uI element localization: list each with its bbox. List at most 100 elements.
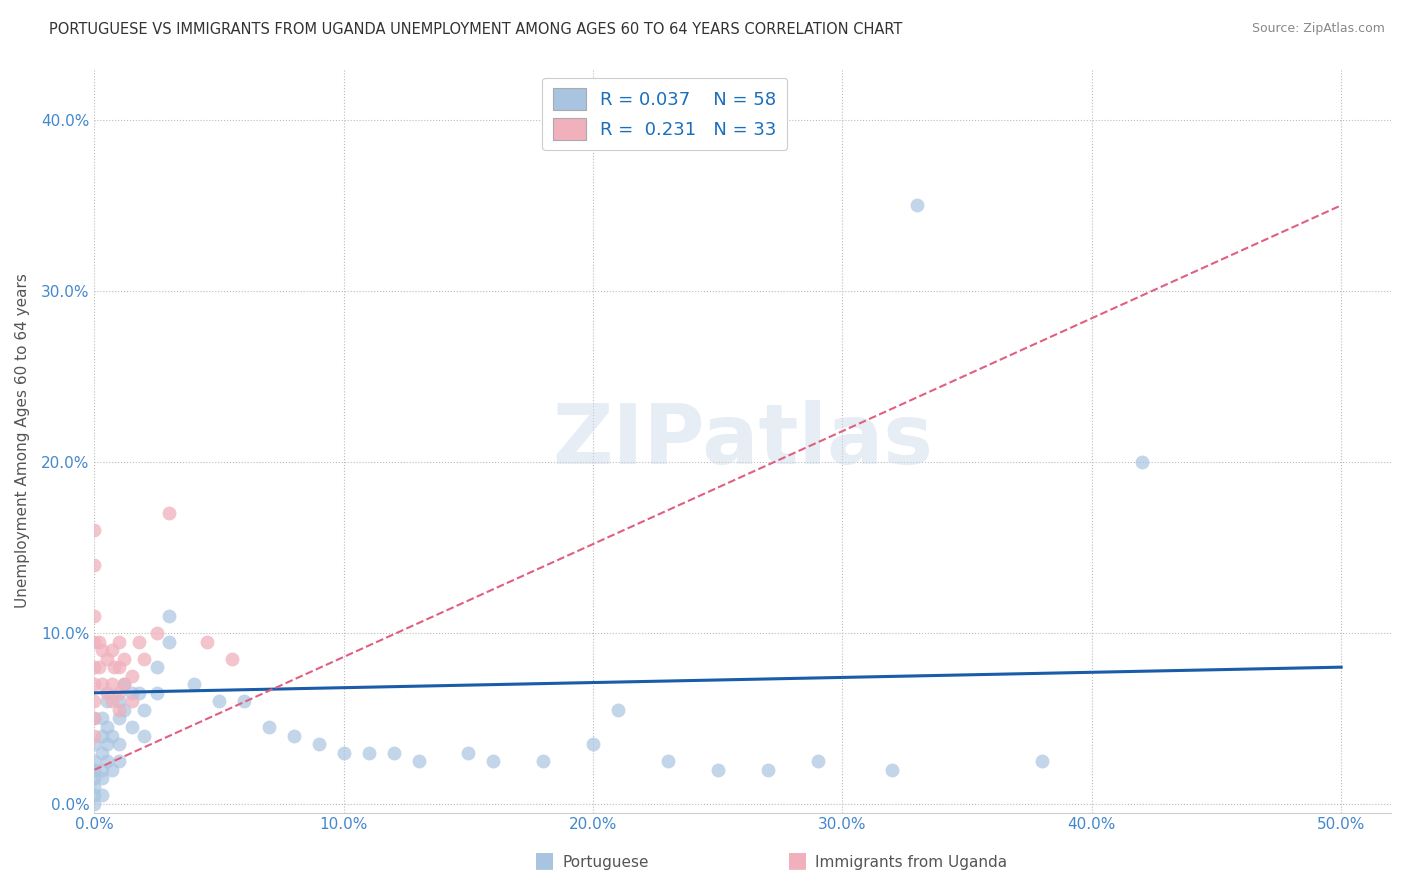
Point — [221, 651, 243, 665]
Point — [905, 198, 928, 212]
Point — [83, 524, 105, 538]
Point — [257, 720, 280, 734]
Point — [91, 772, 114, 786]
Point — [121, 686, 143, 700]
Point — [96, 737, 118, 751]
Point — [283, 729, 305, 743]
Point — [101, 677, 124, 691]
Point — [233, 694, 256, 708]
Point — [756, 763, 779, 777]
Point — [112, 677, 135, 691]
Point — [121, 720, 143, 734]
Point — [91, 789, 114, 803]
Point — [108, 737, 131, 751]
Point — [89, 634, 111, 648]
Point — [157, 608, 180, 623]
Point — [134, 703, 156, 717]
Point — [83, 737, 105, 751]
Point — [121, 669, 143, 683]
Point — [83, 711, 105, 725]
Point — [134, 729, 156, 743]
Text: ■: ■ — [534, 850, 555, 870]
Point — [91, 677, 114, 691]
Point — [96, 694, 118, 708]
Point — [83, 677, 105, 691]
Point — [91, 643, 114, 657]
Point — [108, 694, 131, 708]
Point — [83, 694, 105, 708]
Point — [108, 660, 131, 674]
Point — [112, 677, 135, 691]
Point — [83, 729, 105, 743]
Point — [112, 651, 135, 665]
Point — [83, 780, 105, 794]
Point — [108, 686, 131, 700]
Point — [482, 754, 505, 768]
Point — [83, 634, 105, 648]
Point — [882, 763, 904, 777]
Point — [83, 608, 105, 623]
Point — [195, 634, 218, 648]
Point — [96, 720, 118, 734]
Point — [308, 737, 330, 751]
Point — [146, 686, 169, 700]
Point — [157, 506, 180, 520]
Point — [108, 754, 131, 768]
Point — [108, 703, 131, 717]
Point — [103, 660, 125, 674]
Point — [183, 677, 205, 691]
Point — [83, 754, 105, 768]
Point — [83, 763, 105, 777]
Point — [707, 763, 730, 777]
Point — [146, 660, 169, 674]
Point — [157, 634, 180, 648]
Text: Immigrants from Uganda: Immigrants from Uganda — [815, 855, 1008, 870]
Point — [128, 634, 150, 648]
Point — [91, 729, 114, 743]
Point — [121, 694, 143, 708]
Point — [89, 660, 111, 674]
Text: PORTUGUESE VS IMMIGRANTS FROM UGANDA UNEMPLOYMENT AMONG AGES 60 TO 64 YEARS CORR: PORTUGUESE VS IMMIGRANTS FROM UGANDA UNE… — [49, 22, 903, 37]
Point — [101, 694, 124, 708]
Point — [128, 686, 150, 700]
Point — [96, 686, 118, 700]
Point — [607, 703, 630, 717]
Point — [657, 754, 679, 768]
Point — [108, 711, 131, 725]
Point — [382, 746, 405, 760]
Point — [408, 754, 430, 768]
Point — [208, 694, 231, 708]
Point — [101, 643, 124, 657]
Text: ■: ■ — [787, 850, 808, 870]
Text: Source: ZipAtlas.com: Source: ZipAtlas.com — [1251, 22, 1385, 36]
Point — [91, 763, 114, 777]
Point — [1130, 455, 1153, 469]
Legend: R = 0.037    N = 58, R =  0.231   N = 33: R = 0.037 N = 58, R = 0.231 N = 33 — [543, 78, 787, 151]
Point — [91, 711, 114, 725]
Point — [101, 763, 124, 777]
Point — [96, 754, 118, 768]
Point — [83, 660, 105, 674]
Point — [83, 772, 105, 786]
Point — [83, 558, 105, 572]
Point — [806, 754, 828, 768]
Point — [146, 626, 169, 640]
Point — [333, 746, 356, 760]
Y-axis label: Unemployment Among Ages 60 to 64 years: Unemployment Among Ages 60 to 64 years — [15, 273, 30, 608]
Point — [1031, 754, 1053, 768]
Point — [83, 711, 105, 725]
Point — [134, 651, 156, 665]
Point — [101, 729, 124, 743]
Point — [357, 746, 380, 760]
Point — [112, 703, 135, 717]
Point — [83, 789, 105, 803]
Text: ZIPatlas: ZIPatlas — [553, 400, 934, 481]
Point — [108, 634, 131, 648]
Point — [83, 797, 105, 811]
Point — [91, 746, 114, 760]
Text: Portuguese: Portuguese — [562, 855, 650, 870]
Point — [582, 737, 605, 751]
Point — [531, 754, 554, 768]
Point — [457, 746, 479, 760]
Point — [96, 651, 118, 665]
